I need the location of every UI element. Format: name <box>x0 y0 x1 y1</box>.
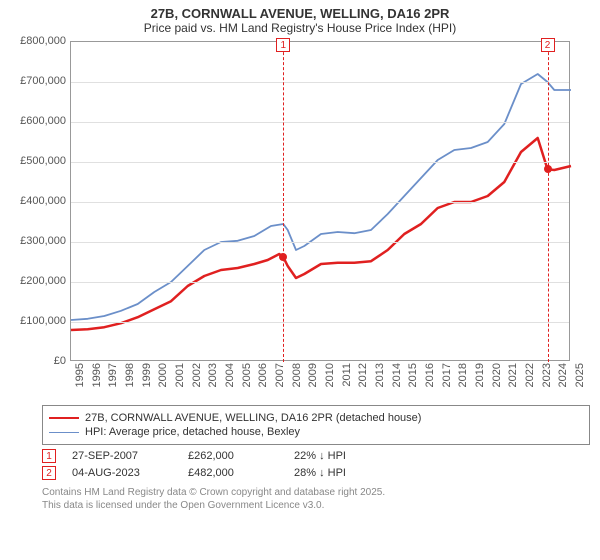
credit: Contains HM Land Registry data © Crown c… <box>42 486 590 512</box>
event-row-2: 2 04-AUG-2023 £482,000 28% ↓ HPI <box>42 466 590 480</box>
x-tick-label: 2001 <box>174 363 186 399</box>
y-tick-label: £700,000 <box>20 75 66 87</box>
chart-title-block: 27B, CORNWALL AVENUE, WELLING, DA16 2PR … <box>0 0 600 37</box>
x-tick-label: 2000 <box>157 363 169 399</box>
x-tick-label: 2015 <box>407 363 419 399</box>
y-tick-label: £500,000 <box>20 155 66 167</box>
x-tick-label: 2021 <box>507 363 519 399</box>
x-tick-label: 1998 <box>124 363 136 399</box>
event-price-1: £262,000 <box>188 450 278 462</box>
x-tick-label: 2013 <box>374 363 386 399</box>
x-tick-label: 2005 <box>241 363 253 399</box>
x-tick-label: 2002 <box>191 363 203 399</box>
event-dot-2 <box>544 165 552 173</box>
event-vline-1 <box>283 42 284 362</box>
x-tick-label: 2012 <box>357 363 369 399</box>
x-tick-label: 2023 <box>541 363 553 399</box>
y-tick-label: £800,000 <box>20 35 66 47</box>
y-axis-labels: £0£100,000£200,000£300,000£400,000£500,0… <box>20 41 68 361</box>
legend-item-hpi: HPI: Average price, detached house, Bexl… <box>49 426 583 438</box>
x-tick-label: 2004 <box>224 363 236 399</box>
legend-item-price-paid: 27B, CORNWALL AVENUE, WELLING, DA16 2PR … <box>49 412 583 424</box>
credit-line1: Contains HM Land Registry data © Crown c… <box>42 487 385 498</box>
y-tick-label: £300,000 <box>20 235 66 247</box>
y-tick-label: £0 <box>54 355 66 367</box>
x-tick-label: 2006 <box>257 363 269 399</box>
x-tick-label: 1999 <box>141 363 153 399</box>
event-marker-box-2: 2 <box>541 38 555 52</box>
event-marker-2: 2 <box>42 466 56 480</box>
x-tick-label: 2010 <box>324 363 336 399</box>
x-tick-label: 2003 <box>207 363 219 399</box>
legend-label-price-paid: 27B, CORNWALL AVENUE, WELLING, DA16 2PR … <box>85 412 421 424</box>
x-tick-label: 2011 <box>341 363 353 399</box>
x-tick-label: 2025 <box>574 363 586 399</box>
x-tick-label: 2022 <box>524 363 536 399</box>
x-tick-label: 2009 <box>307 363 319 399</box>
x-tick-label: 2019 <box>474 363 486 399</box>
x-tick-label: 2017 <box>441 363 453 399</box>
x-tick-label: 2007 <box>274 363 286 399</box>
credit-line2: This data is licensed under the Open Gov… <box>42 500 324 511</box>
x-tick-label: 2018 <box>457 363 469 399</box>
legend-label-hpi: HPI: Average price, detached house, Bexl… <box>85 426 300 438</box>
x-tick-label: 1995 <box>74 363 86 399</box>
y-tick-label: £400,000 <box>20 195 66 207</box>
event-date-2: 04-AUG-2023 <box>72 467 172 479</box>
y-tick-label: £600,000 <box>20 115 66 127</box>
y-tick-label: £200,000 <box>20 275 66 287</box>
event-delta-2: 28% ↓ HPI <box>294 467 346 479</box>
event-price-2: £482,000 <box>188 467 278 479</box>
event-vline-2 <box>548 42 549 362</box>
x-tick-label: 1997 <box>107 363 119 399</box>
plot-area: 12 <box>70 41 570 361</box>
legend-swatch-hpi <box>49 432 79 433</box>
legend-swatch-price-paid <box>49 417 79 419</box>
event-marker-box-1: 1 <box>276 38 290 52</box>
legend: 27B, CORNWALL AVENUE, WELLING, DA16 2PR … <box>42 405 590 445</box>
x-tick-label: 2024 <box>557 363 569 399</box>
event-delta-1: 22% ↓ HPI <box>294 450 346 462</box>
event-marker-1: 1 <box>42 449 56 463</box>
x-tick-label: 1996 <box>91 363 103 399</box>
x-axis-labels: 1995 1996 1997 1998 1999 2000 2001 2002 2003 2004… <box>70 363 570 403</box>
x-tick-label: 2008 <box>291 363 303 399</box>
x-tick-label: 2020 <box>491 363 503 399</box>
event-dot-1 <box>279 253 287 261</box>
chart: £0 £100,000 £200,000 £300,000 £400,000 £500,0… <box>20 41 580 401</box>
events-table: 1 27-SEP-2007 £262,000 22% ↓ HPI 2 04-AU… <box>42 449 590 512</box>
x-tick-label: 2014 <box>391 363 403 399</box>
series-line-hpi <box>71 74 571 320</box>
x-tick-label: 2016 <box>424 363 436 399</box>
y-tick-label: £100,000 <box>20 315 66 327</box>
event-date-1: 27-SEP-2007 <box>72 450 172 462</box>
event-row-1: 1 27-SEP-2007 £262,000 22% ↓ HPI <box>42 449 590 463</box>
chart-title-line2: Price paid vs. HM Land Registry's House … <box>0 21 600 35</box>
chart-title-line1: 27B, CORNWALL AVENUE, WELLING, DA16 2PR <box>0 6 600 21</box>
